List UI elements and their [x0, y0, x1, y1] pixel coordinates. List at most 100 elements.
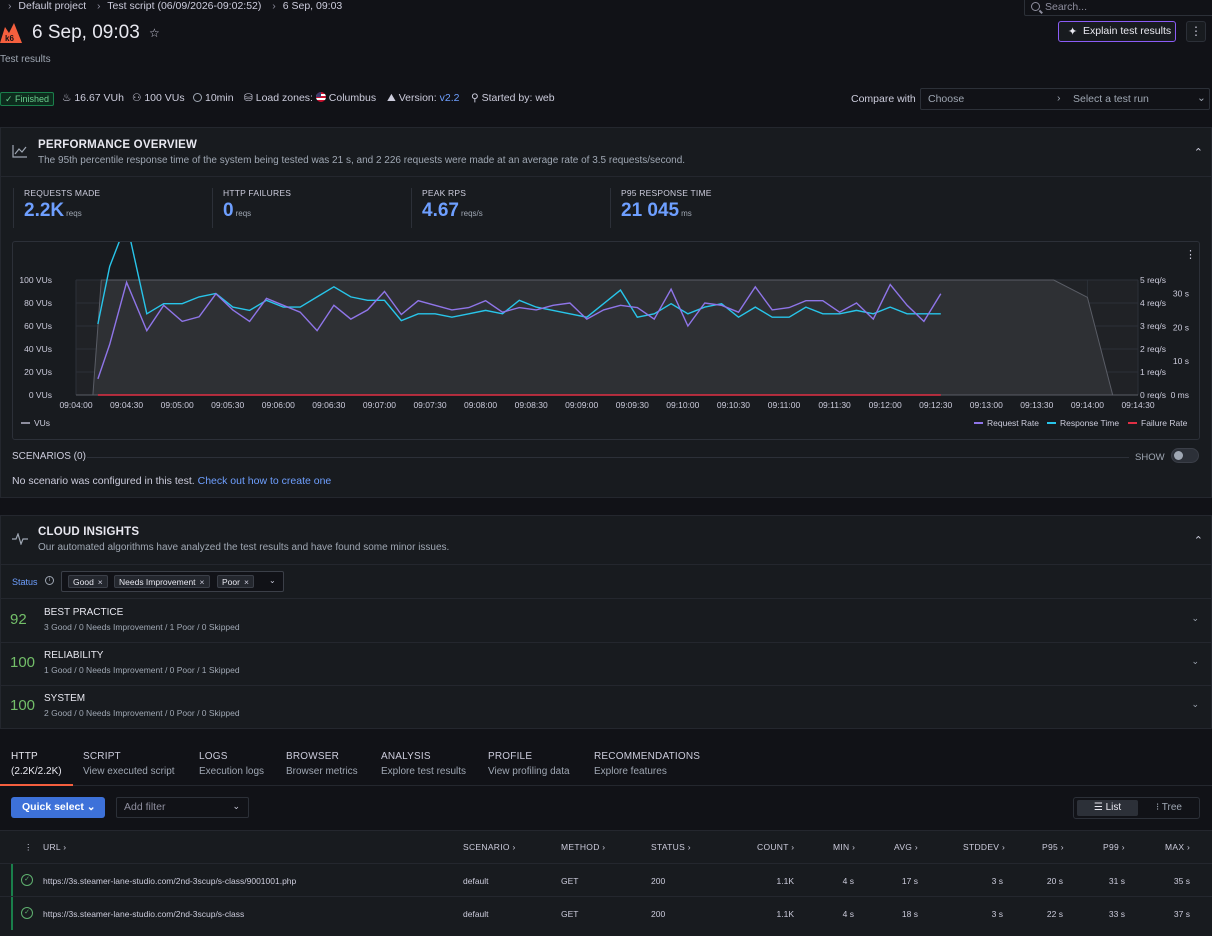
tab-title: HTTP: [11, 751, 38, 762]
x-tick-label: 09:07:00: [363, 400, 396, 410]
stat-peak-rps: PEAK RPS 4.67 reqs/s: [411, 188, 483, 228]
vuh-value: 16.67 VUh: [74, 92, 124, 104]
add-filter-select[interactable]: Add filter ⌄: [116, 797, 249, 818]
info-icon[interactable]: i: [45, 576, 54, 585]
status-filter-select[interactable]: Good × Needs Improvement × Poor × ⌄: [61, 571, 284, 592]
column-options-icon[interactable]: ⋮: [24, 842, 33, 852]
chip-needs-improvement[interactable]: Needs Improvement ×: [114, 575, 210, 588]
legend-request-rate-label[interactable]: Request Rate: [987, 418, 1039, 428]
cell-stddev: 3 s: [991, 909, 1003, 919]
tab-browser[interactable]: BROWSER Browser metrics: [286, 751, 358, 786]
stat-p95-response-time: P95 RESPONSE TIME 21 045 ms: [610, 188, 712, 228]
x-tick-label: 09:14:00: [1071, 400, 1104, 410]
tab-profile[interactable]: PROFILE View profiling data: [488, 751, 570, 786]
legend-vus-label[interactable]: VUs: [34, 418, 50, 428]
scenarios-label: SCENARIOS (0): [12, 451, 86, 462]
chip-poor[interactable]: Poor ×: [217, 575, 254, 588]
version-label: Version:: [398, 92, 437, 104]
chevron-down-icon: ⌄: [1197, 92, 1206, 104]
cell-url[interactable]: https://3s.steamer-lane-studio.com/2nd-3…: [43, 876, 297, 886]
table-row[interactable]: ✓ https://3s.steamer-lane-studio.com/2nd…: [0, 863, 1212, 897]
chip-good[interactable]: Good ×: [68, 575, 108, 588]
legend-response-time-label[interactable]: Response Time: [1060, 418, 1119, 428]
tab-http[interactable]: HTTP (2.2K/2.2K): [0, 751, 73, 786]
tree-view-button[interactable]: ⁝ Tree: [1140, 800, 1198, 816]
header-p99[interactable]: P99 ›: [1103, 842, 1125, 852]
chevron-up-icon[interactable]: ⌃: [1193, 147, 1203, 159]
users-icon: ⚇: [132, 92, 142, 104]
performance-chart-svg[interactable]: 0 VUs 20 VUs 40 VUs 60 VUs 80 VUs 100 VUs 09:0…: [13, 220, 1199, 439]
header-method[interactable]: METHOD ›: [561, 842, 606, 852]
tab-recommendations[interactable]: RECOMMENDATIONS Explore features: [594, 751, 700, 786]
close-icon[interactable]: ×: [97, 577, 103, 587]
close-icon[interactable]: ×: [199, 577, 205, 587]
tab-subtitle: Explore features: [594, 766, 667, 777]
cloud-insights-header[interactable]: CLOUD INSIGHTS Our automated algorithms …: [1, 516, 1211, 565]
breadcrumb-script[interactable]: Test script (06/09/2026-09:02:52): [107, 0, 262, 12]
compare-run-select[interactable]: Select a test run: [1073, 93, 1149, 105]
explain-results-button[interactable]: ✦ Explain test results: [1058, 21, 1176, 42]
breadcrumb-project[interactable]: Default project: [18, 0, 87, 12]
cell-p99: 31 s: [1108, 876, 1125, 886]
list-view-button[interactable]: ☰ List: [1077, 800, 1138, 816]
stat-http-failures: HTTP FAILURES 0 reqs: [212, 188, 291, 228]
search-input[interactable]: Search...: [1024, 0, 1212, 16]
header-min[interactable]: MIN ›: [833, 842, 856, 852]
version-link[interactable]: v2.2: [439, 92, 460, 104]
performance-chart[interactable]: 0 VUs 20 VUs 40 VUs 60 VUs 80 VUs 100 VUs 09:0…: [12, 220, 1200, 440]
x-tick-label: 09:11:00: [768, 400, 801, 410]
close-icon[interactable]: ×: [243, 577, 249, 587]
tab-analysis[interactable]: ANALYSIS Explore test results: [381, 751, 466, 786]
header-stddev[interactable]: STDDEV ›: [963, 842, 1006, 852]
cell-count: 1.1K: [776, 876, 795, 886]
performance-overview-title: PERFORMANCE OVERVIEW: [38, 139, 198, 151]
k6-logo-icon: k6: [0, 23, 22, 43]
stat-unit: ms: [681, 209, 692, 218]
insight-row-system[interactable]: 100 SYSTEM 2 Good / 0 Needs Improvement …: [1, 685, 1211, 729]
insight-row-reliability[interactable]: 100 RELIABILITY 1 Good / 0 Needs Improve…: [1, 642, 1211, 686]
cell-p99: 33 s: [1108, 909, 1125, 919]
check-icon: ✓: [21, 907, 33, 919]
header-max[interactable]: MAX ›: [1165, 842, 1191, 852]
status-filter-row: Status i Good × Needs Improvement × Poor × …: [1, 565, 1211, 599]
create-scenario-link[interactable]: Check out how to create one: [197, 475, 332, 487]
cell-url[interactable]: https://3s.steamer-lane-studio.com/2nd-3…: [43, 909, 245, 919]
insight-name: BEST PRACTICE: [44, 607, 124, 618]
tab-script[interactable]: SCRIPT View executed script: [83, 751, 175, 786]
compare-choose[interactable]: Choose: [928, 93, 965, 105]
chevron-up-icon[interactable]: ⌃: [1193, 535, 1203, 547]
x-tick-label: 09:09:00: [565, 400, 598, 410]
header-status[interactable]: STATUS ›: [651, 842, 691, 852]
compare-select[interactable]: Choose › Select a test run ⌄: [920, 88, 1210, 110]
cell-count: 1.1K: [776, 909, 795, 919]
x-tick-label: 09:05:00: [161, 400, 194, 410]
header-url[interactable]: URL ›: [43, 842, 67, 852]
x-tick-label: 09:08:30: [515, 400, 548, 410]
more-options-button[interactable]: ⋮: [1186, 21, 1206, 42]
header-count[interactable]: COUNT ›: [757, 842, 795, 852]
quick-select-button[interactable]: Quick select ⌄: [11, 797, 105, 818]
performance-overview-header[interactable]: PERFORMANCE OVERVIEW The 95th percentile…: [1, 128, 1211, 177]
header-p95[interactable]: P95 ›: [1042, 842, 1064, 852]
header-label: P95: [1042, 842, 1059, 852]
cell-status: 200: [651, 876, 666, 886]
chart-menu-icon[interactable]: ⋮: [1185, 249, 1196, 261]
insight-summary: 3 Good / 0 Needs Improvement / 1 Poor / …: [44, 622, 240, 632]
legend-failure-rate-label[interactable]: Failure Rate: [1141, 418, 1188, 428]
x-tick-label: 09:13:00: [970, 400, 1003, 410]
header-scenario[interactable]: SCENARIO ›: [463, 842, 516, 852]
header-avg[interactable]: AVG ›: [894, 842, 919, 852]
vus-area: [76, 279, 1138, 396]
show-scenarios-toggle[interactable]: [1171, 448, 1199, 463]
add-filter-label: Add filter: [124, 801, 166, 813]
us-flag-icon: [315, 92, 326, 102]
tab-logs[interactable]: LOGS Execution logs: [199, 751, 264, 786]
stat-label: PEAK RPS: [422, 188, 467, 198]
stat-value: 0: [223, 200, 234, 221]
no-scenario-text: No scenario was configured in this test.: [12, 475, 195, 487]
y-right-rate-tick-label: 3 req/s: [1140, 321, 1166, 331]
header-label: MIN: [833, 842, 850, 852]
star-icon[interactable]: ☆: [149, 26, 160, 40]
table-row[interactable]: ✓ https://3s.steamer-lane-studio.com/2nd…: [0, 896, 1212, 930]
insight-row-best-practice[interactable]: 92 BEST PRACTICE 3 Good / 0 Needs Improv…: [1, 599, 1211, 643]
